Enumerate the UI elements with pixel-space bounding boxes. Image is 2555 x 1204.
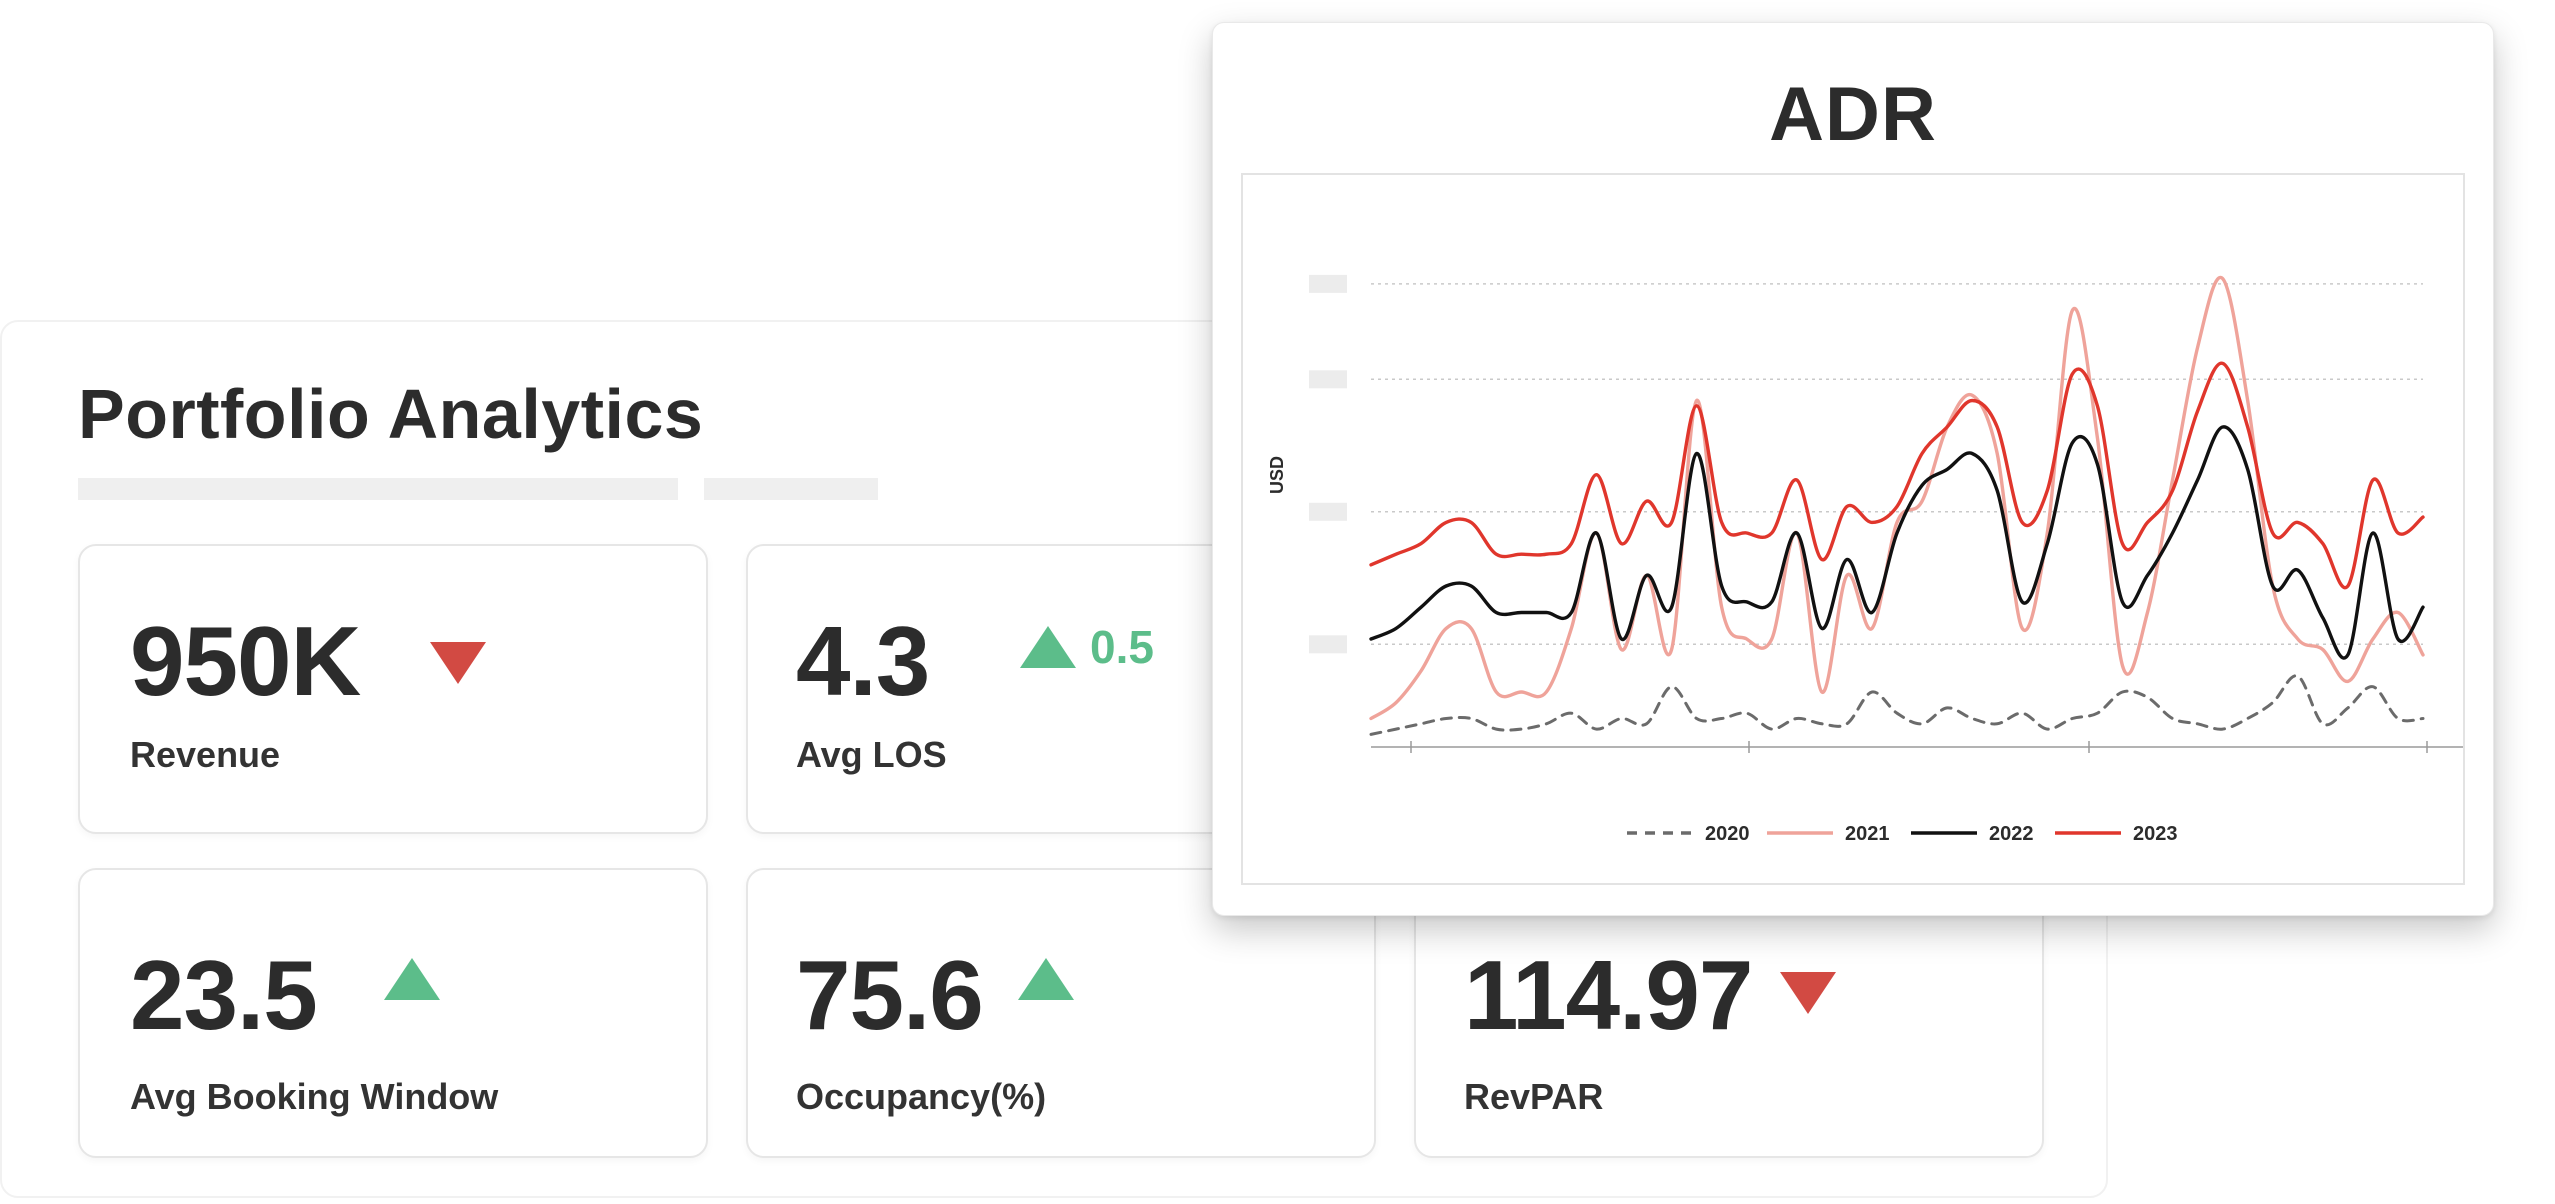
- trend-down-icon: [1780, 972, 1836, 1014]
- chart-frame: USD 2020 2021 2022 2023: [1241, 173, 2465, 885]
- kpi-label: RevPAR: [1464, 1076, 1604, 1117]
- legend-label: 2023: [2133, 823, 2178, 845]
- trend-up-icon: [1018, 958, 1074, 1000]
- trend-up-icon: [384, 958, 440, 1000]
- legend-label: 2022: [1989, 823, 2034, 845]
- kpi-label: Avg Booking Window: [130, 1076, 499, 1117]
- y-tick-placeholder: [1309, 370, 1347, 389]
- kpi-value: 114.97: [1464, 940, 1753, 1050]
- kpi-delta: 0.5: [1090, 621, 1154, 673]
- kpi-label: Revenue: [130, 734, 281, 775]
- chart-title: ADR: [1769, 72, 1937, 157]
- kpi-value: 23.5: [130, 940, 318, 1050]
- kpi-card-revpar[interactable]: 114.97 RevPAR: [1414, 868, 2044, 1158]
- kpi-card-occupancy[interactable]: 75.6 Occupancy(%): [746, 868, 1376, 1158]
- y-axis-label: USD: [1267, 456, 1287, 494]
- series-line-2020: [1369, 674, 2425, 736]
- series-line-2021: [1369, 275, 2425, 721]
- skeleton-placeholder-bar: [78, 478, 678, 500]
- series-line-2023: [1369, 361, 2425, 590]
- kpi-value: 4.3: [796, 606, 930, 716]
- kpi-card-avg-booking-window[interactable]: 23.5 Avg Booking Window: [78, 868, 708, 1158]
- kpi-card-revenue[interactable]: 950K Revenue: [78, 544, 708, 834]
- y-tick-placeholder: [1309, 274, 1347, 293]
- trend-down-icon: [430, 642, 486, 684]
- adr-line-chart: USD 2020 2021 2022 2023: [1267, 274, 2463, 845]
- skeleton-placeholder-bar: [704, 478, 878, 500]
- adr-chart-panel: ADR USD 2020 2021 2022 2023: [1212, 22, 2494, 916]
- page-title: Portfolio Analytics: [78, 375, 704, 453]
- trend-up-icon: [1020, 626, 1076, 668]
- kpi-value: 950K: [130, 606, 361, 716]
- kpi-value: 75.6: [796, 940, 984, 1050]
- series-line-2022: [1369, 425, 2425, 660]
- legend-label: 2020: [1705, 823, 1750, 845]
- legend-label: 2021: [1845, 823, 1890, 845]
- y-tick-placeholder: [1309, 502, 1347, 521]
- y-tick-placeholder: [1309, 635, 1347, 654]
- kpi-label: Occupancy(%): [796, 1076, 1047, 1117]
- kpi-label: Avg LOS: [796, 734, 947, 775]
